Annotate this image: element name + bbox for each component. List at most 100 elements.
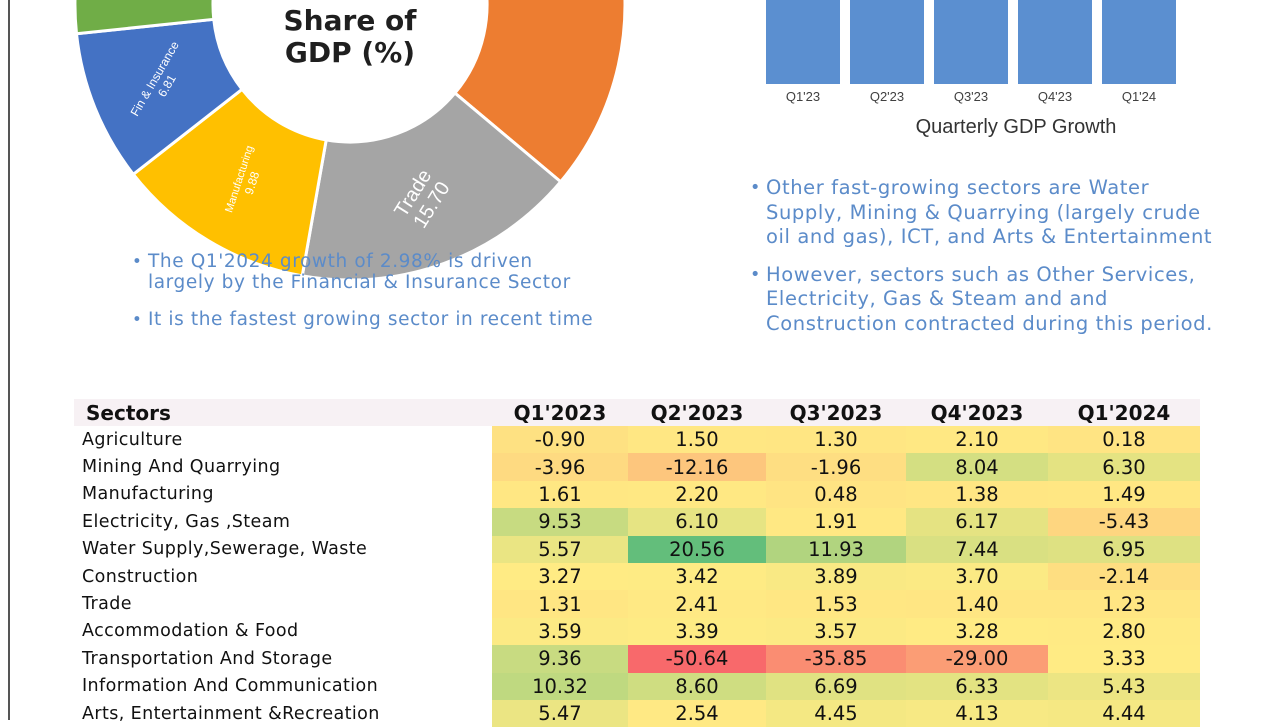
growth-value-cell: 6.10 bbox=[628, 508, 766, 536]
left-notes: The Q1'2024 growth of 2.98% is driven la… bbox=[130, 251, 600, 348]
growth-value-cell: -0.90 bbox=[492, 426, 628, 454]
sector-name: Construction bbox=[82, 566, 199, 587]
growth-value-cell: 2.20 bbox=[628, 480, 766, 509]
sector-name: Mining And Quarrying bbox=[82, 457, 281, 478]
growth-value-cell: 4.13 bbox=[906, 699, 1048, 727]
sector-name: Electricity, Gas ,Steam bbox=[82, 511, 291, 532]
donut-title-line-3: GDP (%) bbox=[285, 36, 415, 69]
left-note-1: The Q1'2024 growth of 2.98% is driven la… bbox=[130, 251, 600, 293]
growth-value-cell: 1.23 bbox=[1048, 590, 1200, 618]
growth-value-cell: 3.33 bbox=[1048, 645, 1200, 673]
growth-value-cell: 1.40 bbox=[906, 590, 1048, 618]
donut-hole bbox=[213, 0, 487, 142]
table-row: Arts, Entertainment &Recreation 5.47 2.54 4… bbox=[74, 699, 1200, 727]
growth-value-cell: 5.57 bbox=[492, 535, 628, 563]
growth-value-cell: -5.43 bbox=[1048, 508, 1200, 536]
x-axis-title: Quarterly GDP Growth bbox=[916, 116, 1117, 138]
growth-value-cell: 3.39 bbox=[628, 617, 766, 646]
growth-value-cell: 2.54 bbox=[628, 699, 766, 727]
sector-name: Manufacturing bbox=[82, 484, 214, 505]
table-row: Manufacturing 1.61 2.20 0.48 1.38 1.49 bbox=[74, 480, 1200, 509]
x-tick-label: Q1'23 bbox=[786, 89, 820, 104]
growth-value-cell: 3.57 bbox=[766, 617, 906, 646]
sector-name: Agriculture bbox=[82, 429, 183, 450]
table-header-row: Sectors Q1'2023 Q2'2023 Q3'2023 Q4'2023 … bbox=[74, 399, 1200, 426]
header-q2-2023: Q2'2023 bbox=[628, 399, 766, 426]
growth-value-cell: 1.91 bbox=[766, 508, 906, 536]
donut-slice-ict bbox=[452, 0, 627, 184]
x-tick-label: Q1'24 bbox=[1122, 89, 1156, 104]
gdp-bar bbox=[850, 0, 924, 84]
growth-value-cell: 20.56 bbox=[628, 535, 766, 563]
growth-value-cell: -12.16 bbox=[628, 453, 766, 481]
growth-value-cell: 0.48 bbox=[766, 480, 906, 509]
sector-name: Information And Communication bbox=[82, 676, 379, 697]
growth-value-cell: 8.04 bbox=[906, 453, 1048, 481]
left-frame-line bbox=[8, 0, 10, 720]
growth-value-cell: 9.53 bbox=[492, 508, 628, 536]
donut-title-line-1: Sectors bbox=[291, 0, 410, 5]
growth-value-cell: 6.17 bbox=[906, 508, 1048, 536]
growth-value-cell: 11.93 bbox=[766, 535, 906, 563]
growth-value-cell: 10.32 bbox=[492, 672, 628, 700]
sector-name: Water Supply,Sewerage, Waste bbox=[82, 539, 368, 560]
growth-value-cell: 1.53 bbox=[766, 590, 906, 618]
growth-value-cell: -2.14 bbox=[1048, 562, 1200, 591]
right-note-2: However, sectors such as Other Services,… bbox=[748, 263, 1228, 337]
growth-value-cell: 3.70 bbox=[906, 562, 1048, 591]
growth-value-cell: 6.33 bbox=[906, 672, 1048, 700]
growth-value-cell: 6.95 bbox=[1048, 535, 1200, 563]
growth-value-cell: 3.59 bbox=[492, 617, 628, 646]
sector-name: Transportation And Storage bbox=[82, 648, 333, 669]
growth-value-cell: -35.85 bbox=[766, 645, 906, 673]
growth-value-cell: 8.60 bbox=[628, 672, 766, 700]
growth-value-cell: 2.80 bbox=[1048, 617, 1200, 646]
x-tick-label: Q4'23 bbox=[1038, 89, 1072, 104]
header-q1-2024: Q1'2024 bbox=[1048, 399, 1200, 426]
growth-value-cell: 7.44 bbox=[906, 535, 1048, 563]
table-row: Accommodation & Food 3.59 3.39 3.57 3.28 2.80 bbox=[74, 617, 1200, 646]
table-row: Trade 1.31 2.41 1.53 1.40 1.23 bbox=[74, 590, 1200, 618]
right-note-1: Other fast-growing sectors are Water Sup… bbox=[748, 176, 1228, 250]
growth-value-cell: 9.36 bbox=[492, 645, 628, 673]
header-sectors: Sectors bbox=[74, 399, 492, 426]
growth-value-cell: 1.61 bbox=[492, 480, 628, 509]
growth-value-cell: 6.30 bbox=[1048, 453, 1200, 481]
table-row: Construction 3.27 3.42 3.89 3.70 -2.14 bbox=[74, 562, 1200, 591]
right-notes: Other fast-growing sectors are Water Sup… bbox=[748, 176, 1228, 349]
sector-name: Arts, Entertainment &Recreation bbox=[82, 703, 380, 724]
header-q3-2023: Q3'2023 bbox=[766, 399, 906, 426]
x-tick-label: Q3'23 bbox=[954, 89, 988, 104]
growth-value-cell: -1.96 bbox=[766, 453, 906, 481]
growth-value-cell: 1.38 bbox=[906, 480, 1048, 509]
sector-growth-table: Sectors Q1'2023 Q2'2023 Q3'2023 Q4'2023 … bbox=[74, 399, 1200, 727]
growth-value-cell: 3.89 bbox=[766, 562, 906, 591]
gdp-bar bbox=[766, 0, 840, 84]
quarterly-gdp-growth-chart: Q1'23 Q2'23 Q3'23 Q4'23 Q1'24 Quarterly GDP … bbox=[766, 0, 1176, 138]
growth-value-cell: 6.69 bbox=[766, 672, 906, 700]
table-row: Mining And Quarrying -3.96 -12.16 -1.96 8.04… bbox=[74, 453, 1200, 481]
growth-value-cell: 3.28 bbox=[906, 617, 1048, 646]
growth-value-cell: 1.30 bbox=[766, 426, 906, 454]
growth-value-cell: -29.00 bbox=[906, 645, 1048, 673]
table-row: Water Supply,Sewerage, Waste 5.57 20.56 11.… bbox=[74, 535, 1200, 563]
table-row: Agriculture -0.90 1.50 1.30 2.10 0.18 bbox=[74, 426, 1200, 454]
growth-value-cell: 4.45 bbox=[766, 699, 906, 727]
header-q1-2023: Q1'2023 bbox=[492, 399, 628, 426]
growth-value-cell: 1.49 bbox=[1048, 480, 1200, 509]
table-row: Information And Communication 10.32 8.60 6.… bbox=[74, 672, 1200, 700]
gdp-bar bbox=[1018, 0, 1092, 84]
growth-value-cell: 1.31 bbox=[492, 590, 628, 618]
sector-name: Accommodation & Food bbox=[82, 621, 299, 642]
growth-value-cell: -3.96 bbox=[492, 453, 628, 481]
growth-value-cell: 3.27 bbox=[492, 562, 628, 591]
sector-name: Trade bbox=[82, 594, 132, 615]
header-q4-2023: Q4'2023 bbox=[906, 399, 1048, 426]
growth-value-cell: 5.47 bbox=[492, 699, 628, 727]
donut-title-line-2: Share of bbox=[284, 4, 418, 37]
growth-value-cell: 3.42 bbox=[628, 562, 766, 591]
table-row: Transportation And Storage 9.36 -50.64 -35.… bbox=[74, 645, 1200, 673]
gdp-bar bbox=[1102, 0, 1176, 84]
growth-value-cell: 0.18 bbox=[1048, 426, 1200, 454]
